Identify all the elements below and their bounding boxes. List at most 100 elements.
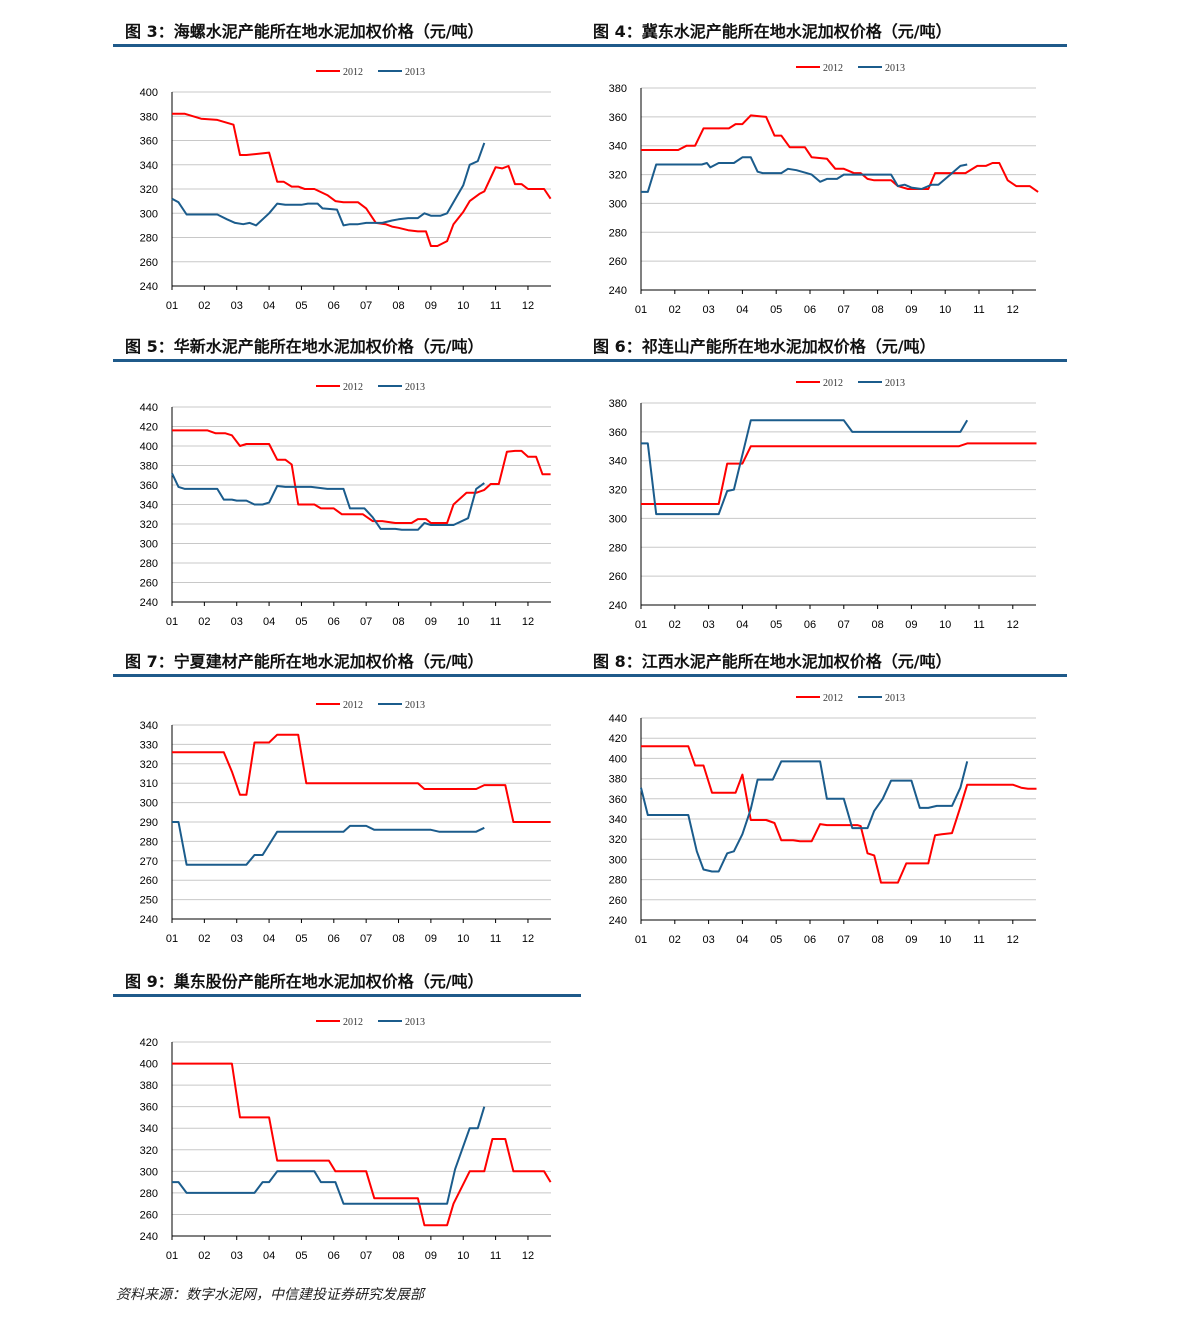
x-tick-label: 02 <box>669 304 681 316</box>
x-tick-label: 01 <box>166 300 178 312</box>
y-tick-label: 340 <box>140 500 158 512</box>
y-tick-label: 300 <box>609 198 627 210</box>
y-tick-label: 260 <box>140 875 158 887</box>
y-tick-label: 360 <box>140 480 158 492</box>
x-tick-label: 03 <box>702 619 714 631</box>
x-tick-label: 02 <box>669 619 681 631</box>
x-tick-label: 03 <box>231 933 243 945</box>
series-line-2013 <box>171 472 485 531</box>
y-tick-label: 380 <box>140 461 158 473</box>
line-chart: 240 260 280 300 320 340 360 380 400 420 01 02 03 04 05… <box>140 1017 552 1262</box>
y-tick-label: 400 <box>140 441 158 453</box>
x-tick-label: 01 <box>635 934 647 946</box>
x-tick-label: 06 <box>804 619 816 631</box>
y-tick-label: 300 <box>140 1166 158 1178</box>
legend-label-2012: 2012 <box>823 378 843 389</box>
y-tick-label: 420 <box>140 422 158 434</box>
series-line-2013 <box>172 821 485 866</box>
chart-panel: 图 3：海螺水泥产能所在地水泥加权价格（元/吨） 240 260 280 300 320 3… <box>113 12 581 322</box>
y-tick-label: 340 <box>609 141 627 153</box>
x-tick-label: 03 <box>231 1250 243 1262</box>
series-line-2012 <box>172 733 551 823</box>
chart-panel: 图 4：冀东水泥产能所在地水泥加权价格（元/吨） 240 260 280 300 320 3… <box>581 12 1067 322</box>
series-line-2013 <box>640 760 969 873</box>
y-tick-label: 360 <box>609 794 627 806</box>
y-tick-label: 250 <box>140 895 158 907</box>
line-chart: 240 260 280 300 320 340 360 380 01 02 03 04 05 06 07 08… <box>609 63 1039 316</box>
y-tick-label: 280 <box>140 558 158 570</box>
x-tick-label: 09 <box>425 1250 437 1262</box>
y-tick-label: 240 <box>609 915 627 927</box>
y-tick-label: 380 <box>609 398 627 410</box>
y-tick-label: 240 <box>609 285 627 297</box>
x-tick-label: 10 <box>939 619 951 631</box>
line-chart: 240 260 280 300 320 340 360 380 400 420 440 01 02 03 0… <box>609 693 1037 946</box>
x-tick-label: 01 <box>166 933 178 945</box>
series-line-2012 <box>172 429 551 524</box>
y-tick-label: 280 <box>140 836 158 848</box>
legend-label-2012: 2012 <box>823 63 843 74</box>
legend-label-2013: 2013 <box>405 382 425 393</box>
x-tick-label: 05 <box>770 619 782 631</box>
series-line-2012 <box>641 442 1037 505</box>
y-tick-label: 280 <box>140 1188 158 1200</box>
y-tick-label: 360 <box>140 1102 158 1114</box>
x-tick-label: 03 <box>231 300 243 312</box>
x-tick-label: 08 <box>392 1250 404 1262</box>
x-tick-label: 11 <box>973 934 984 946</box>
x-tick-label: 06 <box>328 300 340 312</box>
x-tick-label: 07 <box>360 300 372 312</box>
chart-title: 图 7：宁夏建材产能所在地水泥加权价格（元/吨） <box>125 652 484 671</box>
line-chart: 240 260 280 300 320 340 360 380 400 420 440 01 02 03 0… <box>140 382 551 628</box>
legend-label-2013: 2013 <box>885 378 905 389</box>
legend-label-2012: 2012 <box>343 700 363 711</box>
x-tick-label: 10 <box>457 616 469 628</box>
y-tick-label: 310 <box>140 778 158 790</box>
legend-label-2013: 2013 <box>405 700 425 711</box>
x-tick-label: 11 <box>973 619 984 631</box>
x-tick-label: 04 <box>736 934 748 946</box>
y-tick-label: 320 <box>140 519 158 531</box>
title-divider <box>113 359 581 362</box>
x-tick-label: 09 <box>905 934 917 946</box>
x-tick-label: 04 <box>736 304 748 316</box>
x-tick-label: 06 <box>804 934 816 946</box>
y-tick-label: 260 <box>609 256 627 268</box>
x-tick-label: 08 <box>392 933 404 945</box>
line-chart: 240 260 280 300 320 340 360 380 400 01 02 03 04 05 06 0… <box>140 67 552 312</box>
x-tick-label: 07 <box>360 933 372 945</box>
legend-label-2012: 2012 <box>343 382 363 393</box>
y-tick-label: 260 <box>140 257 158 269</box>
x-tick-label: 03 <box>231 616 243 628</box>
series-line-2013 <box>171 142 486 227</box>
y-tick-label: 400 <box>609 753 627 765</box>
x-tick-label: 06 <box>328 933 340 945</box>
x-tick-label: 08 <box>392 300 404 312</box>
legend-label-2012: 2012 <box>343 67 363 78</box>
x-tick-label: 05 <box>770 304 782 316</box>
y-tick-label: 360 <box>140 136 158 148</box>
x-tick-label: 12 <box>1007 304 1019 316</box>
y-tick-label: 280 <box>140 233 158 245</box>
series-line-2012 <box>641 745 1037 884</box>
y-tick-label: 260 <box>140 578 158 590</box>
y-tick-label: 280 <box>609 542 627 554</box>
y-tick-label: 400 <box>140 1059 158 1071</box>
x-tick-label: 01 <box>635 304 647 316</box>
x-tick-label: 05 <box>295 933 307 945</box>
x-tick-label: 04 <box>263 616 275 628</box>
chart-panel: 图 9：巢东股份产能所在地水泥加权价格（元/吨） 240 260 280 300 320 3… <box>113 962 581 1272</box>
x-tick-label: 08 <box>392 616 404 628</box>
legend-label-2012: 2012 <box>343 1017 363 1028</box>
x-tick-label: 06 <box>804 304 816 316</box>
chart-title: 图 4：冀东水泥产能所在地水泥加权价格（元/吨） <box>593 22 952 41</box>
x-tick-label: 01 <box>166 1250 178 1262</box>
x-tick-label: 07 <box>838 934 850 946</box>
x-tick-label: 04 <box>263 933 275 945</box>
x-tick-label: 05 <box>295 616 307 628</box>
series-line-2012 <box>641 114 1039 193</box>
chart-title: 图 9：巢东股份产能所在地水泥加权价格（元/吨） <box>125 972 484 991</box>
chart-panel: 图 6：祁连山产能所在地水泥加权价格（元/吨） 240 260 280 300 320 34… <box>581 327 1067 637</box>
x-tick-label: 08 <box>871 304 883 316</box>
y-tick-label: 320 <box>140 1145 158 1157</box>
